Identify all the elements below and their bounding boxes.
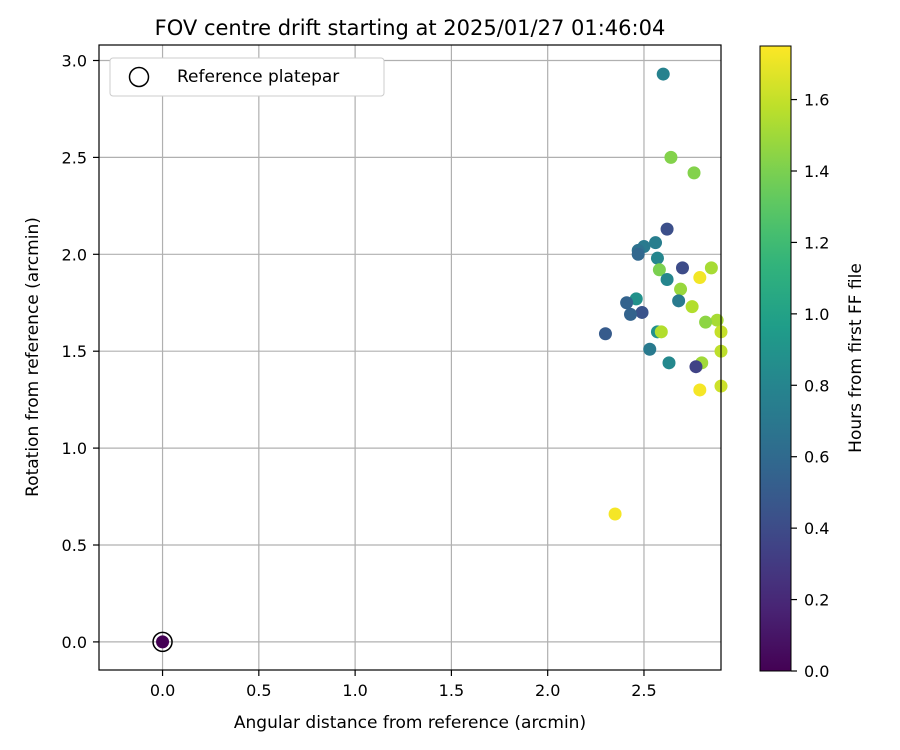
colorbar-tick-label: 1.4: [804, 162, 829, 181]
data-point: [620, 296, 634, 310]
reference-platepar-marker: [152, 631, 173, 653]
x-tick-label: 2.0: [535, 681, 560, 700]
colorbar: [759, 45, 792, 672]
legend: Reference platepar: [109, 57, 385, 97]
y-tick-label: 0.0: [62, 633, 87, 652]
colorbar-tick-label: 0.6: [804, 448, 829, 467]
data-point: [662, 356, 676, 370]
x-tick-label: 0.5: [246, 681, 271, 700]
colorbar-label: Hours from first FF file: [846, 263, 866, 453]
legend-box: [109, 57, 385, 97]
colorbar-tick-label: 1.2: [804, 233, 829, 252]
x-tick-label: 1.5: [439, 681, 464, 700]
data-point: [652, 263, 666, 277]
colorbar-tick-label: 0.0: [804, 662, 829, 681]
data-points: [152, 67, 728, 653]
data-point: [623, 307, 637, 321]
data-point: [649, 236, 663, 250]
x-axis-label: Angular distance from reference (arcmin): [234, 713, 586, 733]
y-tick-label: 2.5: [62, 148, 87, 167]
data-point: [654, 325, 668, 339]
y-tick-label: 3.0: [62, 52, 87, 71]
data-point: [699, 315, 713, 329]
chart-title: FOV centre drift starting at 2025/01/27 …: [155, 16, 666, 40]
colorbar-ticks: 0.0 0.2 0.4 0.6 0.8 1.0 1.2 1.4 1.6: [791, 91, 829, 681]
data-point: [635, 305, 649, 319]
colorbar-tick-label: 0.4: [804, 519, 829, 538]
data-point: [689, 360, 703, 374]
y-axis-label: Rotation from reference (arcmin): [23, 217, 43, 497]
y-tick-label: 0.5: [62, 536, 87, 555]
data-point: [685, 300, 699, 314]
data-point: [704, 261, 718, 275]
data-point: [693, 271, 707, 285]
data-point: [598, 327, 612, 341]
data-point: [672, 294, 686, 308]
data-point: [643, 342, 657, 356]
reference-point-fill: [156, 635, 170, 649]
plot-area-frame: [98, 44, 722, 671]
data-point: [631, 247, 645, 261]
data-point: [650, 251, 664, 265]
y-axis-ticks: 0.0 0.5 1.0 1.5 2.0 2.5 3.0: [62, 52, 99, 652]
data-point: [664, 150, 678, 164]
data-point: [660, 222, 674, 236]
data-point: [687, 166, 701, 180]
data-point: [674, 282, 688, 296]
x-tick-label: 2.5: [631, 681, 656, 700]
data-point: [656, 67, 670, 81]
data-point: [660, 272, 674, 286]
data-point: [608, 507, 622, 521]
y-tick-label: 1.0: [62, 439, 87, 458]
x-tick-label: 0.0: [150, 681, 175, 700]
grid-lines: [99, 45, 721, 670]
colorbar-tick-label: 0.2: [804, 591, 829, 610]
legend-entry-label: Reference platepar: [177, 67, 339, 87]
colorbar-tick-label: 0.8: [804, 376, 829, 395]
y-tick-label: 2.0: [62, 245, 87, 264]
y-tick-label: 1.5: [62, 342, 87, 361]
x-tick-label: 1.0: [342, 681, 367, 700]
data-point: [675, 261, 689, 275]
data-point: [710, 313, 724, 327]
data-point: [693, 383, 707, 397]
legend-marker-icon: [128, 66, 150, 88]
x-axis-ticks: 0.0 0.5 1.0 1.5 2.0 2.5: [150, 670, 657, 700]
colorbar-tick-label: 1.6: [804, 91, 829, 110]
colorbar-tick-label: 1.0: [804, 305, 829, 324]
